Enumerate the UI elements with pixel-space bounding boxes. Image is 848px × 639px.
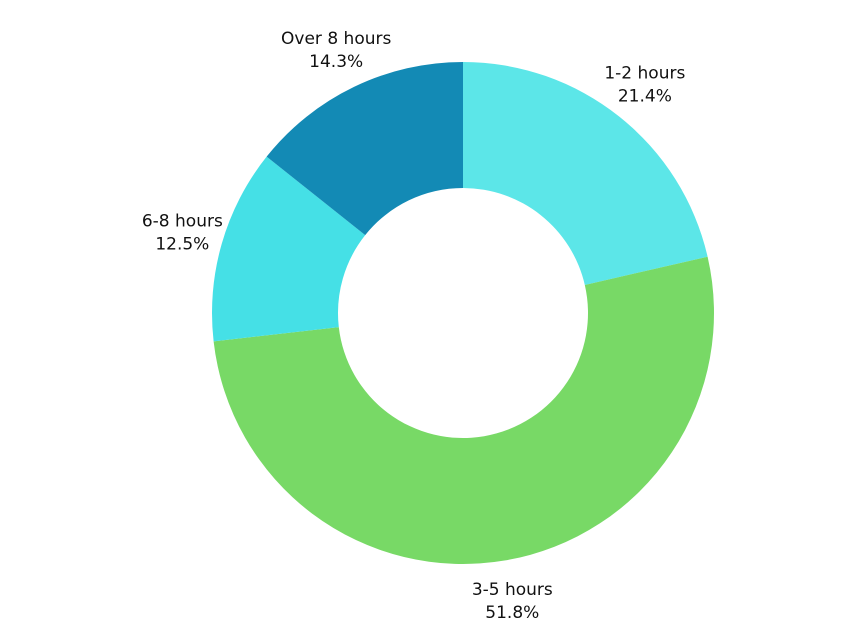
donut-slice <box>213 256 714 564</box>
slice-label: 3-5 hours <box>472 580 553 600</box>
slice-label: 1-2 hours <box>604 64 685 84</box>
slice-label: Over 8 hours <box>281 29 391 49</box>
slice-label: 6-8 hours <box>142 211 223 231</box>
donut-slice <box>463 62 708 285</box>
slice-value: 51.8% <box>485 603 539 623</box>
slice-value: 14.3% <box>309 52 363 72</box>
slice-value: 12.5% <box>155 234 209 254</box>
donut-slice <box>212 156 366 342</box>
donut-slice <box>266 62 463 236</box>
slice-value: 21.4% <box>618 87 672 107</box>
